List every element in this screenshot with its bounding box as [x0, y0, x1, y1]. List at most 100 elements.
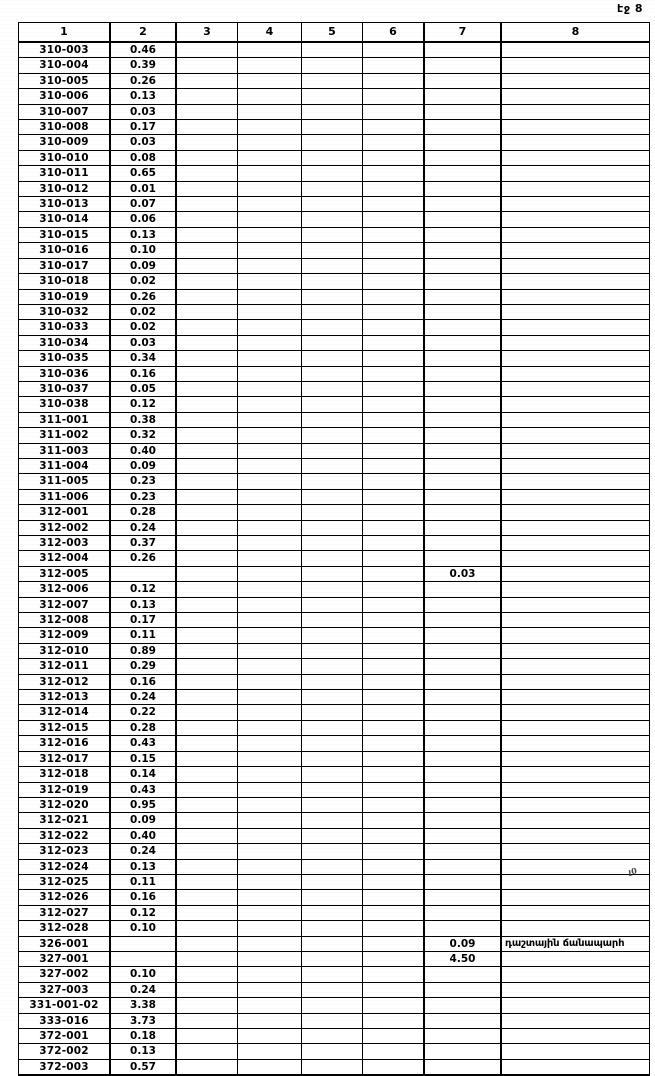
table-cell-col-5: [301, 858, 363, 875]
table-cell-col-5: [301, 966, 363, 983]
table-cell-col-7: [423, 889, 502, 906]
table-cell-col-3: [175, 149, 238, 167]
table-cell-col-8: [500, 565, 650, 583]
table-cell-col-2: 0.16: [109, 889, 177, 906]
table-cell-col-2: 0.10: [109, 920, 177, 937]
parcel-code-cell: 310-012: [18, 180, 111, 198]
table-cell-col-7: [423, 380, 502, 398]
table-cell-col-3: [175, 165, 238, 182]
parcel-code-cell: 310-013: [18, 196, 111, 213]
table-cell-col-7: [423, 257, 502, 275]
table-cell-col-8: [500, 88, 650, 105]
table-cell-col-7: [423, 596, 502, 614]
table-row: 312-026 0.16: [18, 889, 650, 906]
table-cell-col-7: [423, 997, 502, 1014]
parcel-code-cell: 327-001: [18, 950, 111, 968]
table-cell-col-2: 0.05: [109, 380, 177, 398]
table-cell-col-8: [500, 750, 650, 768]
table-cell-col-8: [500, 719, 650, 737]
table-cell-col-2: 0.13: [109, 1043, 177, 1060]
table-cell-col-4: [237, 149, 302, 167]
table-cell-col-5: [301, 211, 363, 228]
parcel-code-cell: 372-002: [18, 1043, 111, 1060]
column-header-2: 2: [109, 22, 177, 43]
table-cell-col-4: [237, 658, 302, 675]
table-row: 310-035 0.34: [18, 350, 650, 367]
parcel-code-cell: 310-008: [18, 119, 111, 136]
table-cell-col-2: 0.18: [109, 1027, 177, 1045]
table-row: 312-018 0.14: [18, 766, 650, 783]
table-cell-col-2: 0.23: [109, 488, 177, 506]
table-cell-col-5: [301, 72, 363, 90]
table-cell-col-8: [500, 596, 650, 614]
table-cell-col-4: [237, 119, 302, 136]
table-cell-col-7: [423, 873, 502, 891]
table-cell-col-7: [423, 334, 502, 352]
parcel-code-cell: 310-016: [18, 242, 111, 259]
table-cell-col-7: [423, 658, 502, 675]
column-header-1: 1: [18, 22, 111, 43]
table-cell-col-8: [500, 689, 650, 706]
table-cell-col-5: [301, 997, 363, 1014]
table-cell-col-3: [175, 997, 238, 1014]
table-cell-col-6: [362, 981, 425, 999]
table-cell-col-2: 0.07: [109, 196, 177, 213]
table-cell-col-8: [500, 735, 650, 752]
table-cell-col-8: [500, 457, 650, 475]
table-cell-col-7: [423, 858, 502, 875]
table-cell-col-3: [175, 904, 238, 922]
table-cell-col-6: [362, 442, 425, 459]
table-cell-col-5: [301, 612, 363, 629]
table-cell-col-5: [301, 873, 363, 891]
table-cell-col-7: [423, 627, 502, 644]
parcel-code-cell: 310-034: [18, 334, 111, 352]
table-cell-col-5: [301, 565, 363, 583]
table-cell-col-6: [362, 704, 425, 721]
table-cell-col-8: [500, 488, 650, 506]
table-cell-col-3: [175, 981, 238, 999]
parcel-code-cell: 310-009: [18, 134, 111, 151]
parcel-code-cell: 312-008: [18, 612, 111, 629]
table-cell-col-2: 0.24: [109, 689, 177, 706]
table-cell-col-8: [500, 966, 650, 983]
table-cell-col-4: [237, 627, 302, 644]
table-cell-col-6: [362, 273, 425, 290]
parcel-code-cell: 312-028: [18, 920, 111, 937]
table-cell-col-5: [301, 735, 363, 752]
table-row: 312-003 0.37: [18, 534, 650, 552]
table-cell-col-2: 0.15: [109, 750, 177, 768]
table-cell-col-8: [500, 1027, 650, 1045]
table-cell-col-6: [362, 966, 425, 983]
table-cell-col-2: 0.29: [109, 658, 177, 675]
table-cell-col-2: 0.10: [109, 966, 177, 983]
table-cell-col-4: [237, 196, 302, 213]
table-cell-col-5: [301, 904, 363, 922]
table-cell-col-8: [500, 442, 650, 459]
column-header-3: 3: [175, 22, 238, 43]
table-cell-col-2: 0.03: [109, 134, 177, 151]
table-cell-col-7: [423, 966, 502, 983]
table-cell-col-2: 0.08: [109, 149, 177, 167]
table-cell-col-5: [301, 827, 363, 845]
table-row: 310-019 0.26: [18, 288, 650, 305]
table-row: 312-025 0.11: [18, 873, 650, 891]
table-cell-col-8: [500, 781, 650, 798]
table-cell-col-6: [362, 858, 425, 875]
table-cell-col-7: [423, 534, 502, 552]
parcel-code-cell: 310-017: [18, 257, 111, 275]
table-cell-col-5: [301, 519, 363, 537]
table-cell-col-4: [237, 997, 302, 1014]
table-cell-col-2: 0.06: [109, 211, 177, 228]
table-cell-col-7: [423, 673, 502, 691]
table-cell-col-4: [237, 473, 302, 490]
table-cell-col-6: [362, 149, 425, 167]
table-cell-col-8: [500, 504, 650, 521]
table-cell-col-5: [301, 642, 363, 660]
table-cell-col-4: [237, 581, 302, 598]
table-cell-col-6: [362, 41, 425, 59]
table-cell-col-5: [301, 935, 363, 952]
table-cell-col-4: [237, 57, 302, 74]
table-cell-col-3: [175, 273, 238, 290]
table-cell-col-4: [237, 380, 302, 398]
table-row: 310-004 0.39: [18, 57, 650, 74]
